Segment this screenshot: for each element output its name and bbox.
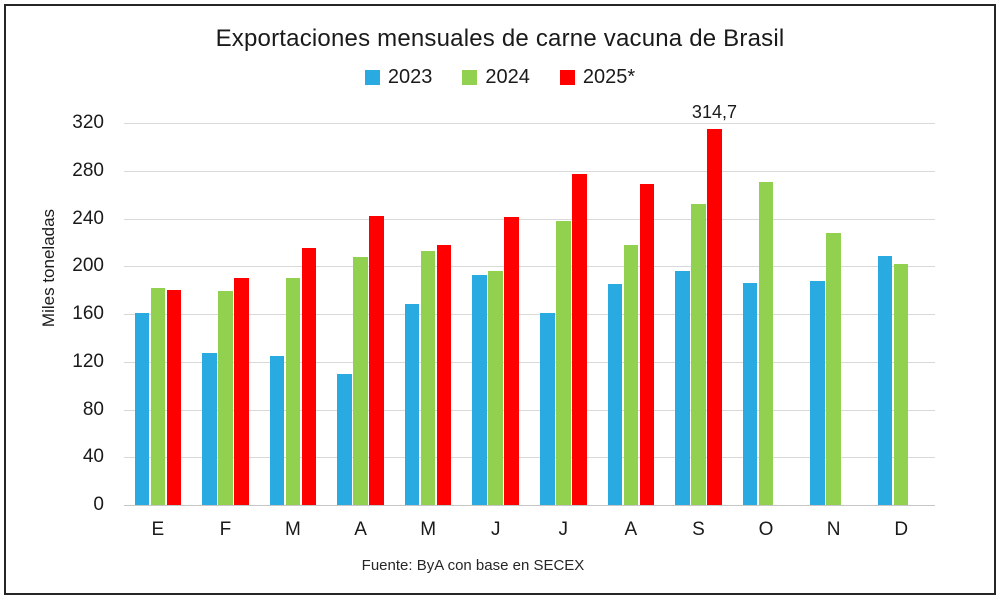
x-axis-label: M [285,519,301,540]
source-note: Fuente: ByA con base en SECEX [361,557,585,574]
legend-swatch-icon [559,69,575,85]
legend-item: 2023 [364,65,433,89]
bar [639,183,655,505]
y-axis-tick: 80 [82,398,104,420]
bar [893,263,909,505]
x-axis-label: N [826,519,841,540]
chart-title: Exportaciones mensuales de carne vacuna … [215,25,785,52]
bar [472,274,487,505]
y-axis-tick: 320 [72,112,104,133]
gridline [124,457,935,459]
x-axis-label: D [894,519,909,540]
bar [691,204,706,505]
bar [540,312,555,505]
x-axis-label: O [758,519,774,540]
gridline [124,218,935,220]
bar [420,250,436,505]
y-axis-tick: 40 [82,446,104,468]
bar [301,248,317,505]
data-label: 314,7 [691,102,737,123]
bar [353,256,368,505]
y-axis-tick: 0 [93,494,104,515]
bar [623,244,639,505]
x-axis-label: F [219,519,232,540]
gridline [124,314,935,315]
x-axis-label: J [490,519,501,540]
bar [572,174,587,505]
bar [742,282,758,505]
legend-item: 2025* [559,65,636,89]
x-axis-label: M [420,519,437,540]
bar [202,353,217,505]
bar [285,278,301,505]
bar [337,373,352,505]
chart-legend: 2023 2024 2025* [0,64,1000,90]
plot-area: 314,7 [124,102,935,506]
gridline [124,123,935,124]
x-axis-label: E [151,519,165,540]
y-axis-tick: 120 [72,350,104,372]
gridline [124,361,935,363]
x-axis-label: A [624,519,638,540]
y-axis-tick-labels: 0 40 80 120 160 200 240 280 320 [38,112,104,515]
legend-swatch-icon [462,69,478,85]
legend-label: 2025* [582,65,636,88]
bar [134,312,150,505]
bar [218,291,233,505]
x-axis-label: J [558,519,569,540]
bar [556,220,571,505]
bar [707,129,722,505]
x-axis-label: A [354,519,367,540]
bar [166,290,182,505]
y-axis-tick: 280 [72,159,104,181]
legend-label: 2023 [387,65,433,88]
gridline [124,170,935,172]
legend-swatch-icon [364,69,380,85]
bar [150,287,166,505]
legend-item: 2024 [462,66,530,89]
gridline [124,409,935,411]
bar [269,355,285,505]
gridline [124,266,935,268]
y-axis-tick: 160 [72,303,104,324]
y-axis-tick: 240 [72,207,104,229]
x-axis-label: S [692,519,705,540]
bar [810,280,825,505]
bar [675,271,690,505]
bar [488,271,503,505]
bar [758,181,774,505]
bar [504,217,519,505]
y-axis-tick: 200 [72,255,104,277]
bar [369,216,384,505]
bar [436,244,452,505]
bar [234,278,249,505]
bar [607,284,623,505]
legend-label: 2024 [485,65,530,88]
bar [877,255,893,505]
bar [404,304,420,505]
bar [826,232,841,505]
